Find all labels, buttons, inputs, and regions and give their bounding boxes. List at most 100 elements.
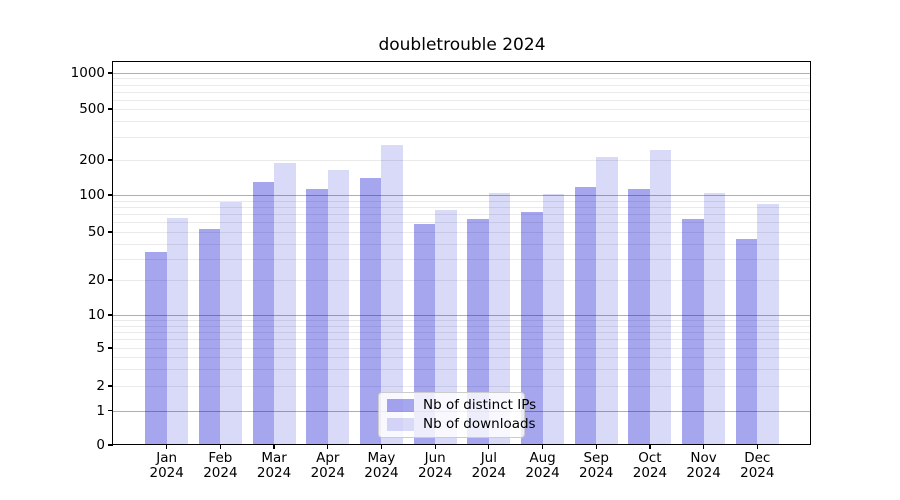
y-minor-gridline xyxy=(113,160,811,161)
x-tick-month: Aug xyxy=(529,450,556,466)
y-minor-gridline xyxy=(113,109,811,110)
y-minor-gridline xyxy=(113,78,811,80)
x-tick-year: 2024 xyxy=(364,464,399,481)
y-minor-gridline xyxy=(113,222,811,224)
bar-apr-distinct-ips xyxy=(306,188,328,445)
y-minor-gridline xyxy=(113,99,811,101)
y-tick-label: 10 xyxy=(87,307,105,323)
x-tick-year: 2024 xyxy=(203,464,238,481)
x-tick-month: Oct xyxy=(638,450,662,466)
y-minor-gridline xyxy=(113,121,811,123)
bar-dec-downloads xyxy=(757,203,779,445)
bar-sep-downloads xyxy=(596,157,618,445)
y-tick-label: 0 xyxy=(96,437,105,453)
bar-nov-downloads xyxy=(703,193,726,445)
bar-mar-distinct-ips xyxy=(252,181,275,445)
y-minor-gridline xyxy=(113,357,811,359)
y-minor-gridline xyxy=(113,137,811,139)
y-minor-gridline xyxy=(113,91,811,93)
x-tick-label-aug: Aug 2024 xyxy=(511,451,575,480)
y-tick-label: 20 xyxy=(87,272,105,288)
bar-apr-downloads xyxy=(327,169,350,445)
x-tick-label-feb: Feb 2024 xyxy=(188,451,252,480)
y-tick-mark xyxy=(108,194,113,196)
bar-feb-distinct-ips xyxy=(198,228,221,445)
y-minor-gridline xyxy=(113,258,811,260)
bar-may-downloads xyxy=(381,145,403,445)
x-tick-label-oct: Oct 2024 xyxy=(618,451,682,480)
y-tick-mark xyxy=(108,72,113,74)
bar-may-distinct-ips xyxy=(359,178,382,445)
bar-sep-distinct-ips xyxy=(574,187,597,445)
legend: Nb of distinct IPs Nb of downloads xyxy=(378,392,536,438)
bar-oct-downloads xyxy=(649,149,672,445)
bar-nov-distinct-ips xyxy=(682,218,704,445)
bar-aug-downloads xyxy=(542,194,565,445)
y-minor-gridline xyxy=(113,331,811,333)
x-tick-year: 2024 xyxy=(149,464,184,481)
legend-swatch-distinct-ips xyxy=(387,399,414,412)
y-tick-label: 200 xyxy=(79,152,105,168)
legend-swatch-downloads xyxy=(387,418,414,431)
y-tick-label: 1000 xyxy=(70,65,105,81)
x-tick-label-nov: Nov 2024 xyxy=(672,451,736,480)
chart-title: doubletrouble 2024 xyxy=(378,35,546,55)
x-tick-mark xyxy=(703,445,705,449)
legend-label-distinct-ips: Nb of distinct IPs xyxy=(423,397,537,413)
x-tick-year: 2024 xyxy=(579,464,614,481)
x-tick-mark xyxy=(595,445,597,449)
x-tick-label-jan: Jan 2024 xyxy=(135,451,199,480)
y-tick-label: 5 xyxy=(96,340,105,356)
x-tick-year: 2024 xyxy=(471,464,507,481)
y-tick-label: 2 xyxy=(96,378,105,394)
x-tick-month: Jun xyxy=(424,450,446,466)
x-tick-year: 2024 xyxy=(525,464,560,481)
y-tick-label: 100 xyxy=(79,187,105,203)
x-tick-year: 2024 xyxy=(417,464,453,481)
bar-jan-distinct-ips xyxy=(145,252,167,445)
x-tick-label-sep: Sep 2024 xyxy=(564,451,628,480)
x-tick-label-jul: Jul 2024 xyxy=(457,451,521,480)
y-minor-gridline xyxy=(113,280,811,281)
x-tick-year: 2024 xyxy=(686,464,721,481)
x-tick-mark xyxy=(756,445,758,449)
y-minor-gridline xyxy=(113,243,811,245)
y-tick-mark xyxy=(108,409,113,412)
y-tick-mark xyxy=(108,108,113,110)
y-major-gridline xyxy=(113,315,811,316)
x-tick-month: Jul xyxy=(480,450,497,466)
y-tick-mark xyxy=(108,444,113,446)
x-tick-label-may: May 2024 xyxy=(349,451,413,480)
x-tick-mark xyxy=(219,445,221,449)
x-tick-mark xyxy=(380,445,383,449)
x-tick-month: Nov xyxy=(690,450,717,466)
y-minor-gridline xyxy=(113,386,811,387)
bar-oct-distinct-ips xyxy=(628,188,650,445)
x-tick-month: Jan xyxy=(156,450,178,466)
x-tick-year: 2024 xyxy=(632,464,668,481)
y-tick-label: 500 xyxy=(79,101,105,117)
y-minor-gridline xyxy=(113,84,811,86)
y-minor-gridline xyxy=(113,214,811,216)
x-tick-month: Apr xyxy=(316,450,340,466)
y-tick-mark xyxy=(108,314,113,316)
bar-feb-downloads xyxy=(220,201,242,445)
x-tick-mark xyxy=(649,445,651,449)
x-tick-year: 2024 xyxy=(740,464,775,481)
bar-jul-distinct-ips xyxy=(467,218,489,445)
x-tick-mark xyxy=(166,445,168,449)
y-tick-mark xyxy=(108,347,113,349)
y-tick-mark xyxy=(108,279,113,281)
y-tick-label: 1 xyxy=(96,402,105,419)
x-tick-month: Sep xyxy=(583,450,609,466)
bar-mar-downloads xyxy=(274,162,296,445)
x-tick-label-jun: Jun 2024 xyxy=(403,451,467,480)
y-minor-gridline xyxy=(113,325,811,327)
bar-aug-distinct-ips xyxy=(521,211,543,445)
x-tick-month: Mar xyxy=(261,450,287,466)
y-minor-gridline xyxy=(113,200,811,202)
legend-row-downloads: Nb of downloads xyxy=(387,417,536,432)
x-tick-mark xyxy=(327,445,329,449)
x-tick-label-mar: Mar 2024 xyxy=(242,451,306,480)
y-tick-mark xyxy=(108,385,113,387)
